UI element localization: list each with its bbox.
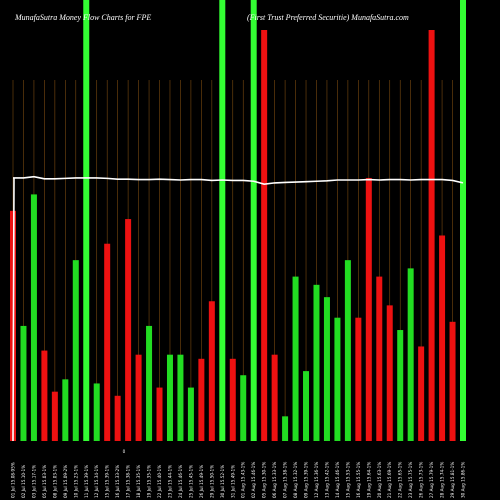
price-line [12, 175, 464, 442]
x-tick-label: 07 Aug 15.38-1% [283, 462, 288, 498]
flow-bar [125, 219, 132, 441]
x-tick-label: 28 Aug 15.74-1% [440, 462, 445, 498]
x-tick-label: 11 Jul 15.39-1% [84, 465, 89, 498]
flow-bar [449, 321, 456, 441]
flow-bar [439, 235, 446, 441]
x-tick-label: 22 Jul 15.40-1% [157, 465, 162, 498]
x-tick-label: 30 Aug 15.86-1% [461, 462, 466, 498]
x-tick-label: 15 Aug 15.53-1% [345, 462, 350, 498]
flow-bar [229, 358, 236, 441]
x-tick-label: 02 Jul 15.10-1% [21, 465, 26, 498]
flow-bar [146, 325, 153, 441]
flow-bar [386, 305, 393, 441]
zero-label: 0 [123, 449, 126, 454]
x-tick-label: 26 Aug 15.73-1% [419, 462, 424, 498]
flow-bar [344, 260, 351, 441]
x-axis-labels: 01 Jul 15.08-95% 02 Jul 15.10-1% 03 Jul 15… [11, 462, 466, 498]
flow-bar [323, 297, 330, 441]
flow-bar [72, 260, 79, 441]
flow-bar [365, 177, 372, 441]
x-tick-label: 05 Jul 15.03-1% [42, 465, 47, 498]
flow-bar [41, 350, 48, 441]
x-tick-label: 29 Jul 15.50-1% [209, 465, 214, 498]
x-tick-label: 09 Jul 15.09-2% [63, 465, 68, 498]
x-tick-label: 05 Aug 15.30-1% [262, 462, 267, 498]
flow-bar [104, 243, 111, 441]
x-tick-label: 26 Jul 15.49-1% [199, 465, 204, 498]
x-tick-label: 16 Jul 15.33-2% [115, 465, 120, 498]
x-tick-label: 21 Aug 15.69-1% [387, 462, 392, 498]
flow-bar [261, 30, 268, 441]
chart-subtitle: (First Trust Preferred Securitie) Munafa… [247, 13, 409, 22]
flow-bar [93, 383, 100, 441]
flow-bar [156, 387, 163, 441]
x-tick-label: 31 Jul 15.49-1% [230, 465, 235, 498]
flow-bar [460, 0, 466, 441]
flow-bar [428, 30, 435, 441]
x-tick-label: 15 Jul 15.39-1% [105, 465, 110, 498]
flow-bar [334, 317, 341, 441]
x-tick-label: 01 Aug 15.43-1% [241, 462, 246, 498]
flow-bar [187, 387, 194, 441]
x-tick-label: 23 Jul 15.44-1% [167, 465, 172, 498]
x-tick-label: 08 Aug 15.32-1% [293, 462, 298, 498]
flow-bar [407, 268, 414, 441]
x-tick-label: 30 Jul 15.52-1% [220, 465, 225, 498]
x-tick-label: 01 Jul 15.08-95% [11, 462, 16, 498]
flow-bar [20, 325, 27, 441]
x-tick-label: 02 Aug 15.46-1% [251, 462, 256, 498]
x-tick-label: 27 Aug 15.79-1% [429, 462, 434, 498]
x-tick-label: 10 Jul 15.23-1% [73, 465, 78, 498]
x-tick-label: 13 Aug 15.42-1% [324, 462, 329, 498]
flow-bar [51, 391, 58, 441]
flow-bar [62, 379, 69, 441]
x-tick-label: 19 Jul 15.35-1% [147, 465, 152, 498]
x-tick-label: 09 Aug 15.39-1% [304, 462, 309, 498]
flow-bar [208, 301, 215, 441]
flow-bar [240, 375, 247, 441]
flow-bar [271, 354, 278, 441]
x-tick-label: 17 Jul 15.38-1% [126, 465, 131, 498]
flow-bar [114, 395, 121, 441]
x-tick-label: 19 Aug 15.64-1% [366, 462, 371, 498]
x-tick-label: 24 Jul 15.46-1% [178, 465, 183, 498]
x-tick-label: 14 Aug 15.46-1% [335, 462, 340, 498]
flow-bar [282, 416, 289, 441]
x-tick-label: 16 Aug 15.55-1% [356, 462, 361, 498]
x-tick-label: 23 Aug 15.75-1% [408, 462, 413, 498]
x-tick-label: 08 Jul 15.03-1% [52, 465, 57, 498]
x-tick-label: 25 Jul 15.45-1% [188, 465, 193, 498]
flow-bar [166, 354, 173, 441]
flow-bar [418, 346, 425, 441]
x-tick-label: 12 Jul 15.34-1% [94, 465, 99, 498]
flow-bar [376, 276, 383, 441]
x-tick-label: 03 Jul 15.17-1% [31, 465, 36, 498]
x-tick-label: 12 Aug 15.36-1% [314, 462, 319, 498]
chart-title: MunafaSutra Money Flow Charts for FPE [14, 13, 151, 22]
x-tick-label: 29 Aug 15.81-1% [450, 462, 455, 498]
x-tick-label: 06 Aug 15.33-1% [272, 462, 277, 498]
bars-group [10, 0, 466, 441]
flow-bar [355, 317, 362, 441]
flow-bar [219, 0, 226, 441]
flow-bar [303, 371, 310, 441]
x-tick-label: 20 Aug 15.63-1% [377, 462, 382, 498]
flow-bar [292, 276, 299, 441]
flow-bar [198, 358, 205, 441]
flow-bar [313, 284, 320, 441]
flow-bar [177, 354, 184, 441]
flow-bar [250, 0, 257, 441]
flow-bar [83, 0, 90, 441]
flow-bar [397, 330, 404, 441]
flow-bar [135, 354, 142, 441]
x-tick-label: 18 Jul 15.35-1% [136, 465, 141, 498]
x-tick-label: 22 Aug 15.65-1% [398, 462, 403, 498]
flow-bar [30, 194, 37, 441]
